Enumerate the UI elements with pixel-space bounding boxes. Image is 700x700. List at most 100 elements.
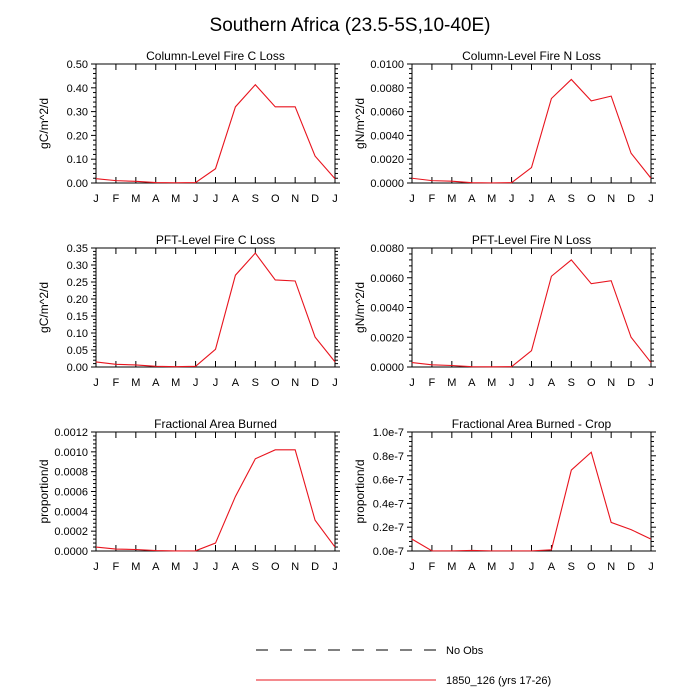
x-tick-label: O — [271, 193, 280, 205]
x-tick-label: J — [648, 377, 654, 389]
x-tick-label: S — [568, 377, 575, 389]
x-tick-label: J — [409, 377, 415, 389]
x-tick-label: A — [548, 193, 556, 205]
plot-frame — [95, 63, 336, 184]
y-tick-label: 0.00 — [67, 178, 88, 190]
x-tick-label: N — [607, 377, 615, 389]
x-tick-label: M — [171, 561, 180, 573]
x-tick-label: D — [311, 377, 319, 389]
y-axis-label: proportion/d — [353, 459, 367, 523]
y-axis-label: gN/m^2/d — [353, 98, 367, 149]
y-tick-label: 0.8e-7 — [373, 451, 404, 463]
y-tick-label: 0.30 — [67, 260, 88, 272]
y-tick-label: 0.0100 — [370, 59, 404, 71]
x-tick-label: J — [648, 561, 654, 573]
x-tick-label: J — [332, 193, 338, 205]
y-tick-label: 0.0060 — [370, 273, 404, 285]
panel-title: Fractional Area Burned — [154, 417, 277, 431]
x-tick-label: A — [152, 193, 160, 205]
x-tick-label: F — [429, 377, 436, 389]
x-tick-label: J — [529, 193, 535, 205]
x-tick-label: F — [429, 193, 436, 205]
y-tick-label: 0.0020 — [370, 332, 404, 344]
x-tick-label: A — [468, 377, 476, 389]
figure-title: Southern Africa (23.5-5S,10-40E) — [210, 15, 491, 36]
x-tick-label: O — [587, 561, 596, 573]
x-tick-label: M — [487, 377, 496, 389]
y-tick-label: 0.0000 — [54, 546, 88, 558]
y-tick-label: 0.25 — [67, 277, 88, 289]
x-tick-label: J — [213, 561, 219, 573]
series-line-1 — [95, 252, 336, 368]
x-tick-label: M — [447, 561, 456, 573]
x-tick-label: N — [291, 561, 299, 573]
y-tick-label: 0.0080 — [370, 83, 404, 95]
series-line-1 — [95, 83, 336, 184]
x-tick-label: J — [193, 377, 199, 389]
y-tick-label: 0.05 — [67, 345, 88, 357]
y-tick-label: 0.30 — [67, 107, 88, 119]
y-tick-label: 0.0060 — [370, 107, 404, 119]
y-axis-label: proportion/d — [37, 459, 51, 523]
x-tick-label: J — [213, 377, 219, 389]
x-tick-label: J — [529, 561, 535, 573]
x-tick-label: M — [171, 377, 180, 389]
y-tick-label: 0.0010 — [54, 447, 88, 459]
x-tick-label: A — [232, 561, 240, 573]
y-tick-label: 0.50 — [67, 59, 88, 71]
x-tick-label: O — [587, 193, 596, 205]
panel-title: PFT-Level Fire C Loss — [156, 233, 275, 247]
panel-title: Column-Level Fire N Loss — [462, 49, 601, 63]
x-tick-label: F — [113, 193, 120, 205]
y-tick-label: 0.0006 — [54, 487, 88, 499]
x-tick-label: D — [627, 377, 635, 389]
x-tick-label: J — [213, 193, 219, 205]
x-tick-label: J — [509, 377, 515, 389]
panel-title: Column-Level Fire C Loss — [146, 49, 285, 63]
y-tick-label: 0.0080 — [370, 243, 404, 255]
y-tick-label: 0.20 — [67, 294, 88, 306]
x-tick-label: D — [311, 561, 319, 573]
x-tick-label: F — [429, 561, 436, 573]
x-tick-label: S — [252, 561, 259, 573]
x-tick-label: S — [568, 561, 575, 573]
plot-frame — [95, 431, 336, 552]
y-tick-label: 0.0004 — [54, 506, 88, 518]
x-tick-label: O — [587, 377, 596, 389]
x-tick-label: J — [93, 377, 99, 389]
x-tick-label: J — [193, 193, 199, 205]
legend-obs-label: No Obs — [446, 645, 484, 657]
x-tick-label: M — [487, 561, 496, 573]
x-tick-label: A — [548, 561, 556, 573]
y-tick-label: 0.0000 — [370, 362, 404, 374]
series-line-1 — [411, 259, 652, 368]
series-line-1 — [411, 78, 652, 184]
x-tick-label: A — [152, 377, 160, 389]
x-tick-label: A — [468, 193, 476, 205]
x-tick-label: J — [93, 193, 99, 205]
y-tick-label: 0.6e-7 — [373, 475, 404, 487]
x-tick-label: M — [171, 193, 180, 205]
x-tick-label: J — [409, 561, 415, 573]
legend: No Obs 1850_126 (yrs 17-26) — [256, 645, 551, 687]
y-tick-label: 0.10 — [67, 154, 88, 166]
y-tick-label: 0.0008 — [54, 467, 88, 479]
y-tick-label: 0.0020 — [370, 154, 404, 166]
y-tick-label: 0.40 — [67, 83, 88, 95]
x-tick-label: J — [509, 193, 515, 205]
x-tick-label: J — [529, 377, 535, 389]
x-tick-label: A — [232, 193, 240, 205]
series-line-1 — [411, 451, 652, 552]
plot-frame — [411, 63, 652, 184]
x-tick-label: F — [113, 377, 120, 389]
panel-title: PFT-Level Fire N Loss — [472, 233, 591, 247]
y-tick-label: 0.0040 — [370, 130, 404, 142]
legend-model-label: 1850_126 (yrs 17-26) — [446, 675, 551, 687]
x-tick-label: N — [291, 377, 299, 389]
